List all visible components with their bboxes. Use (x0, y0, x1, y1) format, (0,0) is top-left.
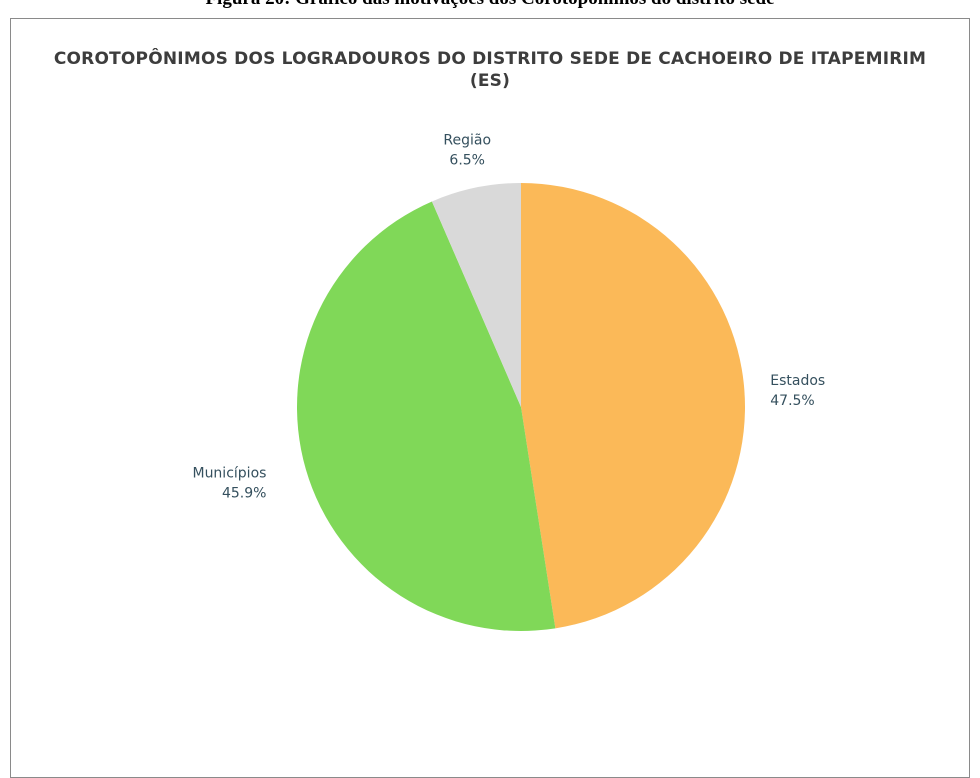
pie-slice-estados (521, 183, 746, 629)
slice-value-estados: 47.5% (770, 393, 814, 409)
slice-label-região: Região (443, 133, 491, 149)
slice-value-região: 6.5% (449, 153, 485, 169)
chart-title: COROTOPÔNIMOS DOS LOGRADOUROS DO DISTRIT… (53, 49, 927, 91)
pie-labels: Estados 47.5% Municípios 45.9% Região 6.5% (192, 133, 825, 502)
figure-caption: Figura 20: Gráfico das motivações dos Co… (0, 0, 980, 10)
pie-slices (297, 183, 746, 631)
pie-slice-municípios (297, 201, 556, 631)
slice-label-municípios: Municípios (192, 466, 266, 482)
slice-label-estados: Estados (770, 373, 825, 389)
pie-chart: Estados 47.5% Municípios 45.9% Região 6.5% (192, 133, 825, 631)
pie-slice-região (431, 183, 521, 407)
slice-value-municípios: 45.9% (222, 486, 266, 502)
